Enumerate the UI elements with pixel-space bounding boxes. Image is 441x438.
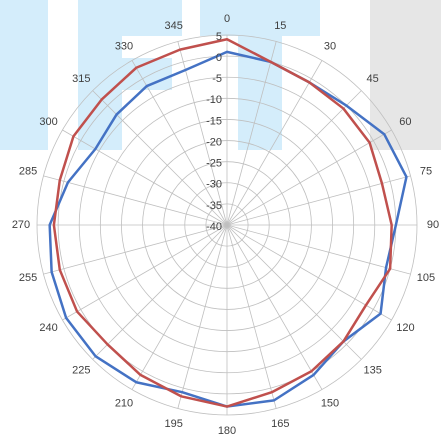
r-tick-label: -30	[206, 179, 222, 191]
grid-spoke	[226, 224, 323, 390]
watermark	[0, 0, 441, 150]
r-tick-label: 5	[216, 31, 222, 43]
watermark-shape	[0, 0, 48, 150]
theta-tick-label: 240	[39, 322, 57, 334]
theta-tick-label: 150	[321, 397, 339, 409]
grid-spoke	[226, 41, 277, 226]
grid-spoke	[62, 224, 228, 321]
grid-spoke	[131, 224, 228, 390]
theta-tick-label: 165	[271, 418, 289, 430]
theta-tick-label: 120	[396, 322, 414, 334]
grid-spoke	[226, 224, 411, 275]
theta-tick-label: 105	[417, 272, 435, 284]
theta-tick-label: 75	[420, 166, 432, 178]
grid-spoke	[43, 224, 228, 275]
grid-spoke	[92, 224, 228, 360]
theta-tick-label: 45	[367, 73, 379, 85]
theta-tick-label: 225	[72, 365, 90, 377]
grid-spoke	[92, 90, 228, 226]
grid-spoke	[226, 90, 362, 226]
grid-spoke	[226, 224, 392, 321]
grid-spoke	[226, 175, 411, 226]
labels: -40-35-30-25-20-15-10-505015304560759010…	[12, 13, 439, 437]
theta-tick-label: 315	[72, 73, 90, 85]
theta-tick-label: 285	[19, 166, 37, 178]
grid-spoke	[226, 224, 362, 360]
grid-spoke	[226, 129, 392, 226]
grid-spoke	[177, 224, 228, 409]
r-tick-label: -40	[206, 221, 222, 233]
series	[48, 37, 408, 408]
theta-tick-label: 60	[399, 116, 411, 128]
theta-tick-label: 210	[115, 397, 133, 409]
r-tick-label: -10	[206, 94, 222, 106]
theta-tick-label: 300	[39, 116, 57, 128]
r-tick-label: 0	[216, 52, 222, 64]
r-tick-label: -15	[206, 115, 222, 127]
r-tick-label: -35	[206, 200, 222, 212]
grid-spoke	[177, 41, 228, 226]
theta-tick-label: 270	[12, 219, 30, 231]
r-tick-label: -5	[212, 73, 222, 85]
watermark-shape	[78, 0, 122, 150]
theta-tick-label: 0	[224, 13, 230, 25]
theta-tick-label: 30	[324, 41, 336, 53]
watermark-shape	[122, 0, 182, 36]
grid-spoke	[62, 129, 228, 226]
theta-tick-label: 135	[363, 365, 381, 377]
theta-tick-label: 255	[19, 272, 37, 284]
theta-tick-label: 330	[115, 41, 133, 53]
r-tick-label: -20	[206, 136, 222, 148]
series-line	[52, 37, 393, 408]
theta-tick-label: 345	[165, 20, 183, 32]
r-tick-label: -25	[206, 158, 222, 170]
watermark-shape	[370, 0, 441, 150]
theta-tick-label: 15	[274, 20, 286, 32]
theta-tick-label: 90	[427, 219, 439, 231]
grid-spoke	[226, 60, 323, 226]
grid-spoke	[131, 60, 228, 226]
theta-tick-label: 180	[218, 425, 236, 437]
grid-spoke	[43, 175, 228, 226]
theta-tick-label: 195	[165, 418, 183, 430]
grid	[36, 34, 418, 416]
grid-spoke	[226, 224, 277, 409]
